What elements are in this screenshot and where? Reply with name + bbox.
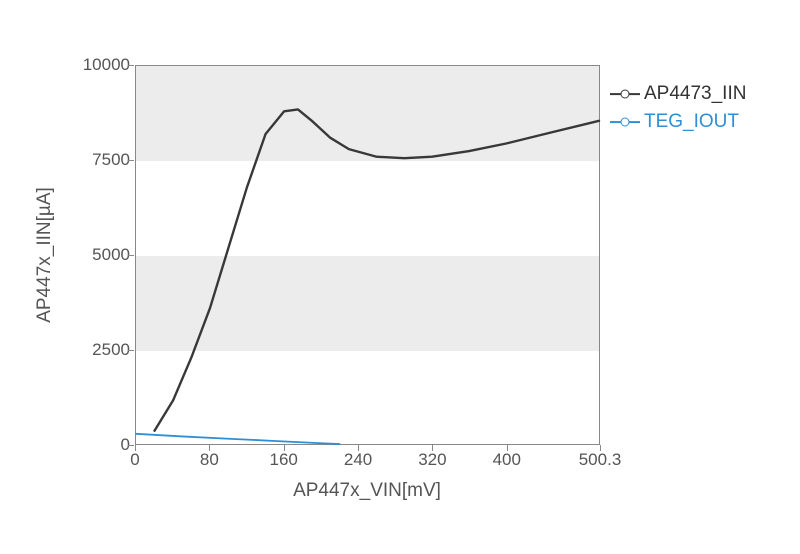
x-tick-label: 80 <box>200 450 219 470</box>
legend-swatch <box>610 87 640 101</box>
y-tick-mark <box>128 160 134 161</box>
y-tick-label: 5000 <box>50 245 130 265</box>
x-tick-mark <box>358 445 359 451</box>
x-tick-mark <box>432 445 433 451</box>
x-tick-label: 400 <box>493 450 521 470</box>
y-tick-label: 0 <box>50 435 130 455</box>
y-tick-mark <box>128 445 134 446</box>
legend-swatch <box>610 115 640 129</box>
series-line-TEG_IOUT <box>136 434 340 444</box>
legend: AP4473_IIN TEG_IOUT <box>610 80 746 136</box>
chart-container: AP447x_IIN[µA] AP447x_VIN[mV] AP4473_IIN… <box>40 40 760 520</box>
x-axis-label: AP447x_VIN[mV] <box>293 480 441 502</box>
x-tick-mark <box>284 445 285 451</box>
legend-label: AP4473_IIN <box>644 83 746 105</box>
y-tick-label: 10000 <box>50 55 130 75</box>
x-tick-mark <box>600 445 601 451</box>
y-tick-mark <box>128 65 134 66</box>
y-tick-mark <box>128 255 134 256</box>
y-tick-label: 2500 <box>50 340 130 360</box>
y-tick-mark <box>128 350 134 351</box>
plot-area <box>135 65 600 445</box>
x-tick-label: 0 <box>130 450 139 470</box>
legend-item-TEG_IOUT: TEG_IOUT <box>610 108 746 136</box>
x-tick-label: 240 <box>344 450 372 470</box>
chart-lines-svg <box>136 66 599 444</box>
series-line-AP4473_IIN <box>155 109 599 430</box>
x-tick-label: 160 <box>270 450 298 470</box>
x-tick-label: 320 <box>418 450 446 470</box>
x-tick-mark <box>507 445 508 451</box>
x-tick-label: 500.3 <box>579 450 622 470</box>
legend-item-AP4473_IIN: AP4473_IIN <box>610 80 746 108</box>
legend-label: TEG_IOUT <box>644 111 739 133</box>
x-tick-mark <box>135 445 136 451</box>
x-tick-mark <box>209 445 210 451</box>
y-tick-label: 7500 <box>50 150 130 170</box>
